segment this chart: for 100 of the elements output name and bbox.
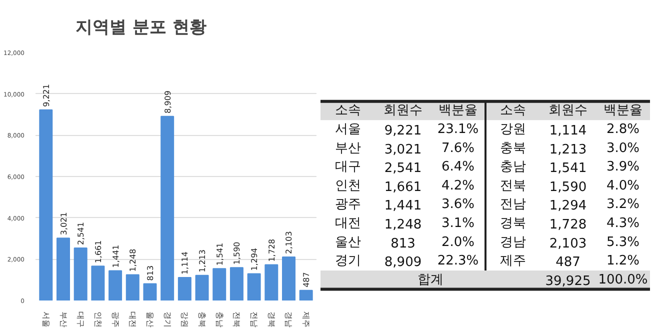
bar <box>212 268 226 300</box>
text: 3,021 <box>384 142 422 158</box>
bar <box>143 283 157 300</box>
data-label: 1,728 <box>267 238 276 262</box>
text: 1,294 <box>549 198 587 214</box>
text: 1,441 <box>384 198 422 214</box>
text: 2.0% <box>441 234 475 250</box>
text: 회원수 <box>548 103 588 118</box>
bar <box>230 267 244 300</box>
text: 충남 <box>500 160 526 175</box>
text: 서울 <box>335 122 361 138</box>
text: 1.2% <box>606 254 640 269</box>
text: 제주 <box>500 254 526 269</box>
text: 3.2% <box>606 197 640 212</box>
text: 5.3% <box>606 234 640 250</box>
text: 인천 <box>335 178 361 194</box>
data-label: 1,661 <box>94 240 103 264</box>
text: 7.6% <box>441 140 475 156</box>
text: 2,103 <box>549 236 587 252</box>
x-tick-label: 경기 <box>162 312 172 328</box>
text: 경기 <box>335 254 361 269</box>
bar <box>247 273 261 300</box>
bar <box>264 264 278 300</box>
data-label: 1,590 <box>232 242 242 265</box>
text: 백분율 <box>604 103 642 118</box>
data-label: 1,441 <box>111 244 120 268</box>
text: 충북 <box>500 140 526 156</box>
data-label: 1,213 <box>198 250 208 272</box>
text: 39,925 <box>545 274 591 289</box>
text: 합계 <box>418 272 444 288</box>
data-label: 1,541 <box>215 242 224 266</box>
text: 대전 <box>335 216 361 231</box>
text: 1,213 <box>549 142 587 158</box>
x-tick-label: 제주 <box>302 312 311 328</box>
text: 1,248 <box>384 217 422 232</box>
text: 대구 <box>335 160 361 175</box>
x-tick-label: 전북 <box>232 312 242 328</box>
x-tick-label: 대구 <box>76 312 86 328</box>
x-tick-label: 서울 <box>41 312 50 328</box>
x-tick-label: 광주 <box>110 312 120 328</box>
text: 소속 <box>335 103 361 118</box>
text: 경북 <box>500 216 526 231</box>
text: 2.8% <box>606 122 640 138</box>
x-tick-label: 경북 <box>266 312 276 328</box>
text: 광주 <box>335 197 361 212</box>
bar <box>91 266 105 300</box>
text: 2,541 <box>384 161 422 176</box>
bar <box>178 276 192 300</box>
text: 8,909 <box>384 255 422 270</box>
text: 1,661 <box>384 180 422 195</box>
bar <box>108 270 122 300</box>
bar <box>282 256 296 300</box>
text: 전남 <box>500 197 526 212</box>
text: 487 <box>556 255 580 270</box>
text: 3.1% <box>441 216 475 231</box>
text: 부산 <box>335 140 361 156</box>
text: 4.3% <box>606 216 640 231</box>
text: 4.0% <box>606 178 640 194</box>
bar <box>56 238 70 300</box>
x-tick-label: 인천 <box>93 312 102 328</box>
text: 813 <box>390 236 416 252</box>
x-tick-label: 경남 <box>284 312 294 328</box>
text: 100.0% <box>598 272 648 288</box>
text: 9,221 <box>384 124 422 139</box>
data-label: 813 <box>146 265 155 281</box>
data-label: 1,248 <box>128 248 138 272</box>
text: 경남 <box>500 234 526 250</box>
data-label: 2,541 <box>76 222 86 245</box>
x-tick-label: 대전 <box>128 312 138 328</box>
text: 3.6% <box>441 197 475 212</box>
data-label: 9,221 <box>42 84 51 107</box>
x-tick-label: 부산 <box>58 312 68 328</box>
text: 1,728 <box>549 217 587 232</box>
text: 3.0% <box>606 140 640 156</box>
text: 소속 <box>500 103 526 118</box>
text: 백분율 <box>438 103 478 118</box>
bar <box>74 247 88 300</box>
text: 울산 <box>335 234 361 250</box>
text: 22.3% <box>437 254 479 269</box>
x-tick-label: 전남 <box>250 312 259 328</box>
text: 6.4% <box>441 160 475 175</box>
data-label: 8,909 <box>163 90 172 114</box>
data-label: 1,114 <box>180 252 190 274</box>
text: 1,114 <box>549 124 587 139</box>
text: 강원 <box>500 122 526 138</box>
bar <box>126 274 140 300</box>
text: 회원수 <box>384 103 422 118</box>
text: 1,590 <box>549 180 587 195</box>
chart-title: 지역별 분포 현황 <box>76 18 206 38</box>
x-tick-label: 울산 <box>145 312 154 328</box>
data-label: 1,294 <box>250 248 260 271</box>
bar <box>299 290 313 300</box>
x-tick-label: 강원 <box>180 312 190 328</box>
text: 23.1% <box>437 122 479 138</box>
text: 1,541 <box>549 161 587 176</box>
x-tick-label: 충북 <box>198 312 207 328</box>
data-label: 487 <box>302 272 312 288</box>
x-tick-label: 충남 <box>214 312 224 328</box>
data-label: 3,021 <box>59 212 68 236</box>
text: 3.9% <box>606 160 640 175</box>
